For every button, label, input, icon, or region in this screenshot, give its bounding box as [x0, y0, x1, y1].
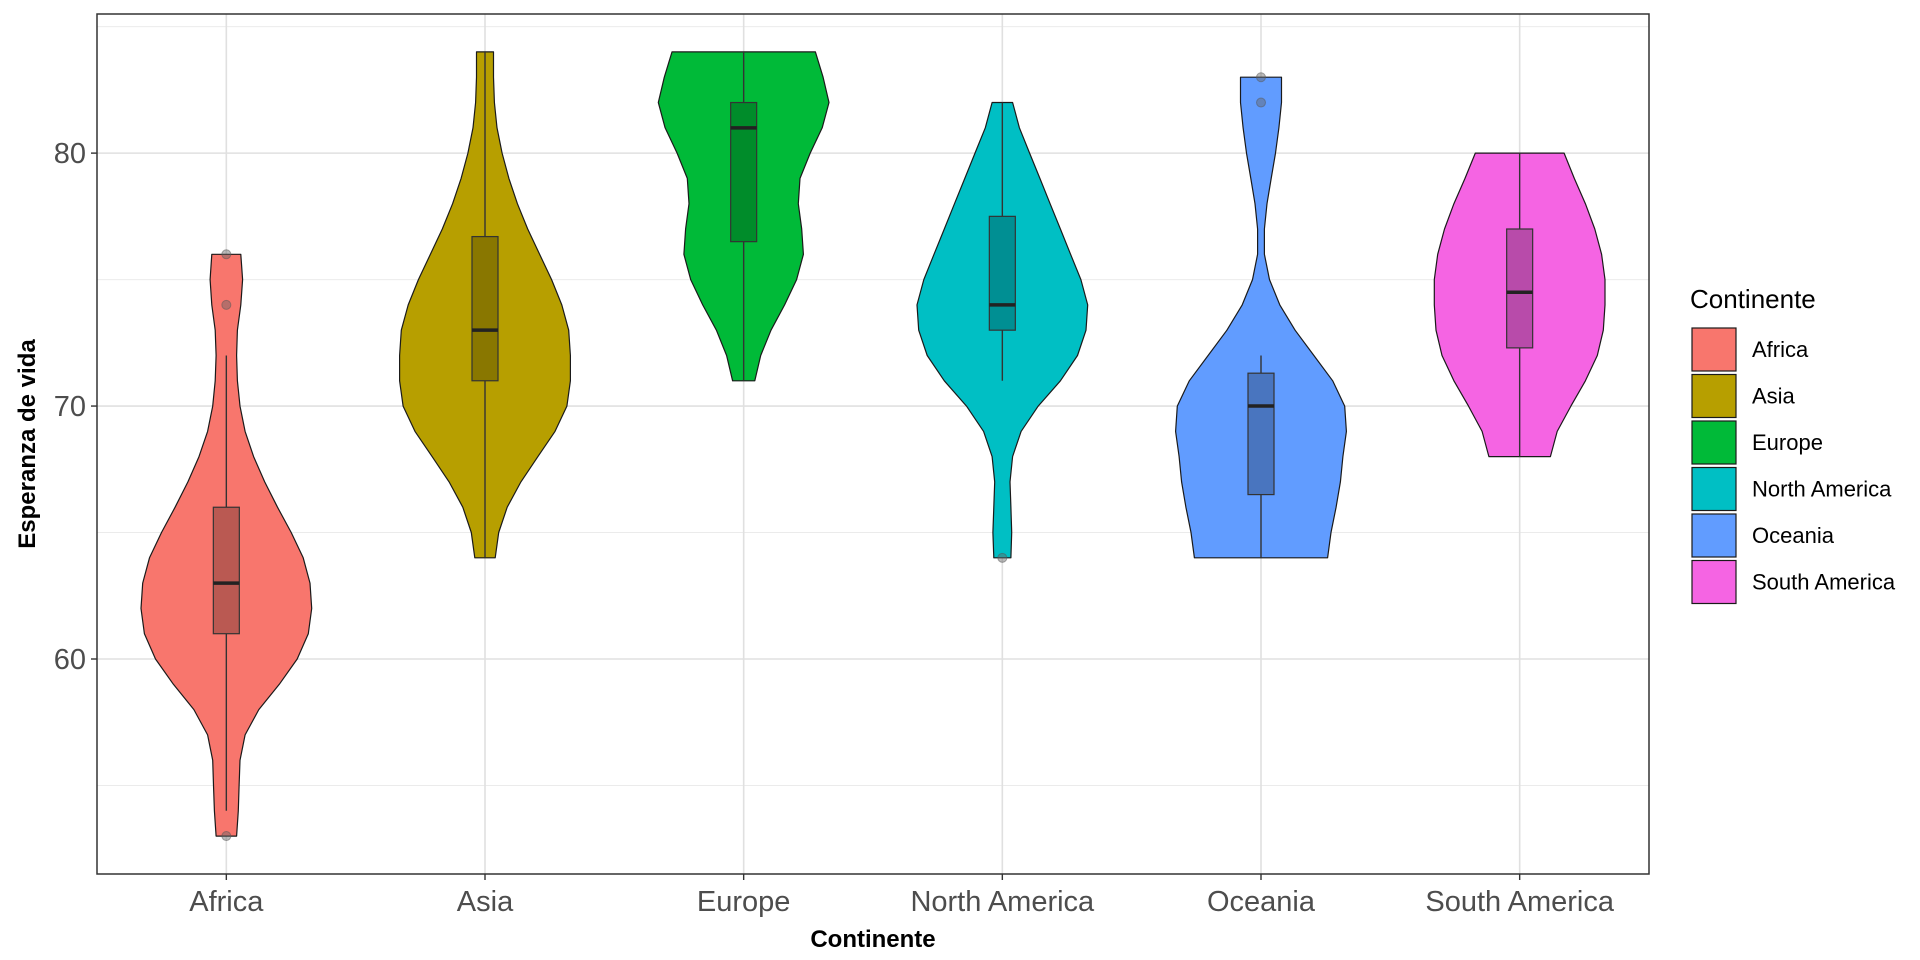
y-axis-title: Esperanza de vida [14, 339, 41, 549]
legend-key [1691, 327, 1737, 372]
x-tick-label: Africa [189, 886, 264, 918]
grid-lines [97, 14, 1649, 874]
outlier-point [221, 831, 232, 842]
x-tick-label: North America [910, 886, 1095, 918]
legend-key [1691, 559, 1737, 605]
legend-key [1691, 466, 1737, 512]
outlier-point [221, 249, 232, 260]
legend: Continente Africa Asia Europe North America… [1690, 284, 1896, 605]
violin-group-south-america [1433, 152, 1606, 458]
x-tick-label: Asia [457, 886, 514, 918]
box-iqr [1506, 228, 1534, 349]
box-iqr [988, 215, 1016, 331]
box-iqr [212, 506, 240, 635]
x-tick-label: South America [1425, 886, 1614, 918]
x-axis-title: Continente [810, 926, 935, 953]
legend-label: Africa [1752, 337, 1809, 362]
legend-key [1691, 373, 1737, 419]
outlier-point [997, 552, 1008, 563]
box-iqr [471, 235, 499, 382]
box-iqr [730, 101, 758, 243]
legend-label: Europe [1752, 430, 1823, 455]
legend-label: North America [1752, 477, 1892, 502]
x-tick-label: Oceania [1207, 886, 1316, 918]
violin-group-asia [399, 51, 571, 559]
violin-shape [1175, 76, 1347, 559]
y-tick-label: 80 [54, 138, 86, 170]
x-tick-label: Europe [697, 886, 791, 918]
legend-label: South America [1752, 570, 1896, 595]
legend-key [1691, 513, 1737, 558]
legend-label: Oceania [1752, 523, 1835, 548]
violin-group-africa [140, 249, 313, 842]
outlier-point [1256, 97, 1266, 108]
violin-group-north-america [916, 101, 1089, 563]
violin-group-europe [657, 51, 830, 382]
violins [140, 51, 1606, 842]
plot-panel-border [96, 13, 1650, 875]
outlier-point [1256, 72, 1266, 83]
outlier-point [221, 299, 232, 310]
y-tick-label: 60 [54, 644, 86, 676]
legend-label: Asia [1752, 384, 1796, 409]
legend-title: Continente [1690, 284, 1816, 314]
violin-group-oceania [1175, 72, 1347, 559]
box-iqr [1247, 372, 1275, 496]
plot-panel-background [97, 14, 1649, 874]
y-tick-label: 70 [54, 391, 86, 423]
axes: 60 70 80 Africa Asia Europe North America Ocean… [54, 138, 1615, 918]
legend-key [1691, 420, 1737, 465]
